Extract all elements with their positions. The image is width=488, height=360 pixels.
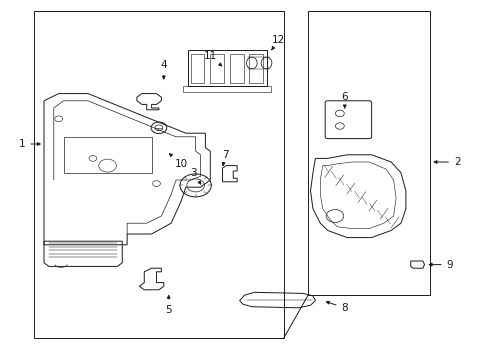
Bar: [229, 54, 243, 83]
Bar: [63, 137, 151, 173]
Text: 10: 10: [169, 154, 187, 169]
Text: 1: 1: [19, 139, 40, 149]
Text: 12: 12: [271, 35, 285, 50]
Bar: [190, 54, 204, 83]
Bar: [249, 54, 263, 83]
Text: 11: 11: [203, 51, 221, 66]
Text: 7: 7: [221, 150, 228, 166]
Text: 2: 2: [433, 157, 460, 167]
Bar: [183, 86, 271, 92]
Bar: [188, 50, 266, 86]
Text: 9: 9: [428, 260, 452, 270]
Text: 4: 4: [160, 60, 167, 79]
Text: 5: 5: [165, 296, 172, 315]
Text: 6: 6: [341, 92, 347, 108]
Text: 3: 3: [189, 168, 201, 184]
Text: 8: 8: [326, 301, 347, 313]
Bar: [210, 54, 224, 83]
